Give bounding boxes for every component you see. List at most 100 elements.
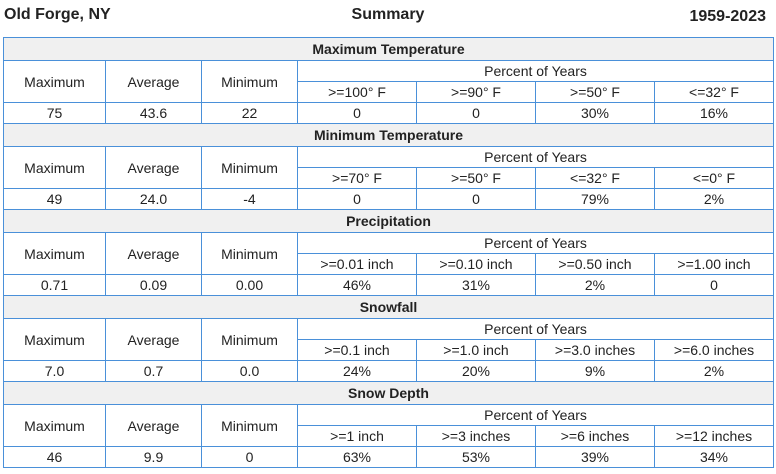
percent-value: 2% [654,360,774,382]
maximum-value: 46 [3,446,106,468]
average-header: Average [105,146,202,189]
average-value: 9.9 [105,446,202,468]
threshold-label: >=3 inches [416,425,536,447]
section-title-row: Snowfall [3,295,774,319]
percent-value: 0 [297,102,417,124]
threshold-label: >=6 inches [535,425,655,447]
maximum-header: Maximum [3,232,106,275]
location-title: Old Forge, NY [4,6,111,23]
average-value: 24.0 [105,188,202,210]
maximum-header: Maximum [3,404,106,447]
percent-of-years-header: Percent of Years [297,146,774,168]
threshold-label: <=0° F [654,167,774,189]
minimum-header: Minimum [201,146,298,189]
threshold-label: <=32° F [654,81,774,103]
average-header: Average [105,404,202,447]
percent-value: 39% [535,446,655,468]
maximum-header: Maximum [3,318,106,361]
minimum-header: Minimum [201,232,298,275]
stat-header-row: Maximum Average Minimum Percent of Years [3,404,774,447]
percent-value: 0 [654,274,774,296]
percent-value: 0 [297,188,417,210]
threshold-label: >=6.0 inches [654,339,774,361]
section-title-row: Precipitation [3,209,774,233]
percent-value: 30% [535,102,655,124]
percent-value: 20% [416,360,536,382]
threshold-label: >=90° F [416,81,536,103]
percent-value: 16% [654,102,774,124]
percent-value: 79% [535,188,655,210]
percent-value: 2% [654,188,774,210]
threshold-label: >=1 inch [297,425,417,447]
threshold-label: >=1.00 inch [654,253,774,275]
minimum-value: 0.00 [201,274,298,296]
threshold-label: >=0.10 inch [416,253,536,275]
threshold-label: >=0.50 inch [535,253,655,275]
threshold-row: >=100° F >=90° F >=50° F <=32° F [4,81,774,103]
maximum-header: Maximum [3,146,106,189]
section-title: Maximum Temperature [3,37,774,61]
values-row: 7.0 0.7 0.0 24% 20% 9% 2% [3,360,774,382]
percent-value: 0 [416,188,536,210]
year-range: 1959-2023 [689,8,766,25]
threshold-label: >=3.0 inches [535,339,655,361]
section-title: Minimum Temperature [3,123,774,147]
threshold-label: >=1.0 inch [416,339,536,361]
percent-of-years-header: Percent of Years [297,60,774,82]
percent-value: 9% [535,360,655,382]
stat-header-row: Maximum Average Minimum Percent of Years [3,60,774,103]
section-title: Snow Depth [3,381,774,405]
average-header: Average [105,60,202,103]
percent-of-years-header: Percent of Years [297,318,774,340]
page-header: Old Forge, NY Summary 1959-2023 [0,0,776,36]
section-title: Precipitation [3,209,774,233]
threshold-row: >=0.1 inch >=1.0 inch >=3.0 inches >=6.0 in… [4,339,774,361]
section-title: Snowfall [3,295,774,319]
section-title-row: Minimum Temperature [3,123,774,147]
average-value: 0.7 [105,360,202,382]
average-value: 0.09 [105,274,202,296]
average-header: Average [105,318,202,361]
threshold-label: >=12 inches [654,425,774,447]
threshold-label: >=50° F [416,167,536,189]
section-title-row: Maximum Temperature [3,37,774,61]
percent-value: 31% [416,274,536,296]
maximum-value: 0.71 [3,274,106,296]
minimum-value: -4 [201,188,298,210]
percent-value: 46% [297,274,417,296]
average-header: Average [105,232,202,275]
percent-of-years-header: Percent of Years [297,232,774,254]
percent-value: 2% [535,274,655,296]
threshold-label: >=70° F [297,167,417,189]
percent-value: 63% [297,446,417,468]
maximum-value: 49 [3,188,106,210]
minimum-header: Minimum [201,60,298,103]
stat-header-row: Maximum Average Minimum Percent of Years [3,318,774,361]
threshold-label: >=50° F [535,81,655,103]
threshold-label: >=0.01 inch [297,253,417,275]
threshold-label: >=100° F [297,81,417,103]
page-title: Summary [351,6,425,23]
values-row: 49 24.0 -4 0 0 79% 2% [3,188,774,210]
minimum-header: Minimum [201,404,298,447]
maximum-header: Maximum [3,60,106,103]
section-title-row: Snow Depth [3,381,774,405]
threshold-row: >=0.01 inch >=0.10 inch >=0.50 inch >=1.00 … [4,253,774,275]
minimum-value: 22 [201,102,298,124]
summary-table: Maximum Temperature Maximum Average Minimum… [3,37,774,468]
stat-header-row: Maximum Average Minimum Percent of Years [3,232,774,275]
minimum-value: 0 [201,446,298,468]
values-row: 46 9.9 0 63% 53% 39% 34% [3,446,774,468]
maximum-value: 75 [3,102,106,124]
values-row: 75 43.6 22 0 0 30% 16% [3,102,774,124]
threshold-label: <=32° F [535,167,655,189]
threshold-label: >=0.1 inch [297,339,417,361]
percent-of-years-header: Percent of Years [297,404,774,426]
values-row: 0.71 0.09 0.00 46% 31% 2% 0 [3,274,774,296]
threshold-row: >=1 inch >=3 inches >=6 inches >=12 inches [4,425,774,447]
maximum-value: 7.0 [3,360,106,382]
average-value: 43.6 [105,102,202,124]
percent-value: 34% [654,446,774,468]
percent-value: 24% [297,360,417,382]
minimum-value: 0.0 [201,360,298,382]
